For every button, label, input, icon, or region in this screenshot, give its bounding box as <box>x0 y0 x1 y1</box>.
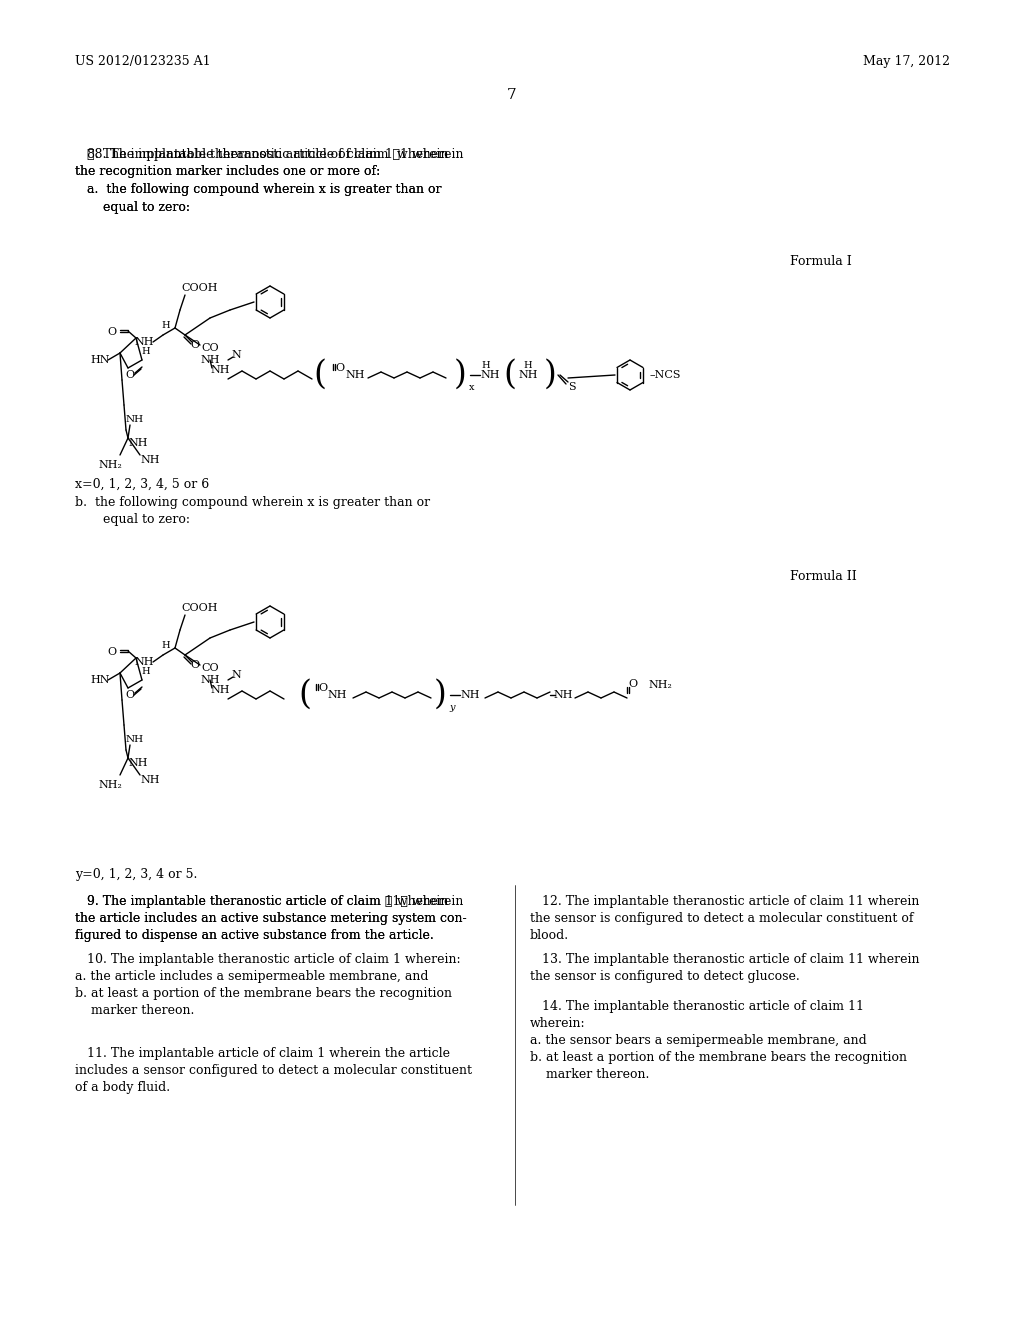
Text: NH₂: NH₂ <box>98 780 122 789</box>
Text: O: O <box>190 341 200 350</box>
Text: 9. The implantable theranostic article of claim 1 wherein
the article includes: 9. The implantable theranostic article o… <box>75 895 467 942</box>
Text: N: N <box>231 671 241 680</box>
Text: NH: NH <box>128 758 147 768</box>
Text: HN: HN <box>90 355 110 366</box>
Text: NH: NH <box>134 657 154 667</box>
Text: NH: NH <box>480 370 500 380</box>
Text: N: N <box>231 350 241 360</box>
Text: 10. The implantable theranostic article of claim 1 wherein:
a. the article inclu: 10. The implantable theranostic article … <box>75 953 461 1016</box>
Text: O: O <box>125 690 134 700</box>
Text: NH₂: NH₂ <box>648 680 672 690</box>
Text: ): ) <box>433 678 446 711</box>
Text: O: O <box>318 682 328 693</box>
Text: CO: CO <box>201 343 219 352</box>
Text: NH: NH <box>140 775 160 785</box>
Text: H: H <box>141 668 151 676</box>
Text: H: H <box>162 642 170 651</box>
Text: H: H <box>523 362 532 371</box>
Text: NH: NH <box>210 366 229 375</box>
Text: NH: NH <box>328 690 347 700</box>
Text: (: ( <box>299 678 311 711</box>
Text: 7: 7 <box>507 88 517 102</box>
Text: O: O <box>108 327 117 337</box>
Text: 9. The implantable theranostic article of claim 1 wherein
the article includes a: 9. The implantable theranostic article o… <box>75 895 467 942</box>
Text: ): ) <box>454 359 467 391</box>
Text: NH: NH <box>140 455 160 465</box>
Text: US 2012/0123235 A1: US 2012/0123235 A1 <box>75 55 211 69</box>
Text: Formula I: Formula I <box>790 255 852 268</box>
Text: ): ) <box>544 359 556 391</box>
Text: b.  the following compound wherein x is greater than or
       equal to zero:: b. the following compound wherein x is g… <box>75 496 430 527</box>
Text: O: O <box>125 370 134 380</box>
Text: H: H <box>162 322 170 330</box>
Text: NH: NH <box>210 685 229 696</box>
Text: x: x <box>469 383 475 392</box>
Text: NH: NH <box>134 337 154 347</box>
Text: H: H <box>141 347 151 356</box>
Text: 14. The implantable theranostic article of claim 11
wherein:
a. the sensor bears: 14. The implantable theranostic article … <box>530 1001 907 1081</box>
Text: (: ( <box>313 359 327 391</box>
Text: NH: NH <box>126 735 144 744</box>
Text: x=0, 1, 2, 3, 4, 5 or 6: x=0, 1, 2, 3, 4, 5 or 6 <box>75 478 209 491</box>
Text: NH: NH <box>460 690 480 700</box>
Text: NH: NH <box>345 370 365 380</box>
Text: Formula II: Formula II <box>790 570 857 583</box>
Text: May 17, 2012: May 17, 2012 <box>863 55 950 69</box>
Text: –NCS: –NCS <box>649 370 681 380</box>
Text: NH: NH <box>553 690 572 700</box>
Text: NH: NH <box>201 675 220 685</box>
Text: NH: NH <box>128 438 147 447</box>
Text: COOH: COOH <box>181 282 218 293</box>
Text: COOH: COOH <box>181 603 218 612</box>
Text: S: S <box>568 381 575 392</box>
Text: (: ( <box>504 359 516 391</box>
Text: HN: HN <box>90 675 110 685</box>
Text: 13. The implantable theranostic article of claim 11 wherein
the sensor is config: 13. The implantable theranostic article … <box>530 953 920 983</box>
Text: y: y <box>450 702 455 711</box>
Text: NH: NH <box>126 416 144 425</box>
Text: O: O <box>190 660 200 671</box>
Text: 8. The implantable theranostic article of claim 1 wherein
the recognition mark: 8. The implantable theranostic article … <box>75 148 464 214</box>
Text: 8. The implantable theranostic article of claim 1 wherein
the recognition marker: 8. The implantable theranostic article o… <box>75 148 449 214</box>
Text: H: H <box>481 362 490 371</box>
Text: NH₂: NH₂ <box>98 459 122 470</box>
Text: O: O <box>108 647 117 657</box>
Text: y=0, 1, 2, 3, 4 or 5.: y=0, 1, 2, 3, 4 or 5. <box>75 869 198 880</box>
Text: O: O <box>629 678 638 689</box>
Text: NH: NH <box>201 355 220 366</box>
Text: O: O <box>336 363 344 374</box>
Text: CO: CO <box>201 663 219 673</box>
Text: 12. The implantable theranostic article of claim 11 wherein
the sensor is config: 12. The implantable theranostic article … <box>530 895 920 942</box>
Text: NH: NH <box>518 370 538 380</box>
Text: 11. The implantable article of claim 1 wherein the article
includes a sensor con: 11. The implantable article of claim 1 w… <box>75 1047 472 1094</box>
